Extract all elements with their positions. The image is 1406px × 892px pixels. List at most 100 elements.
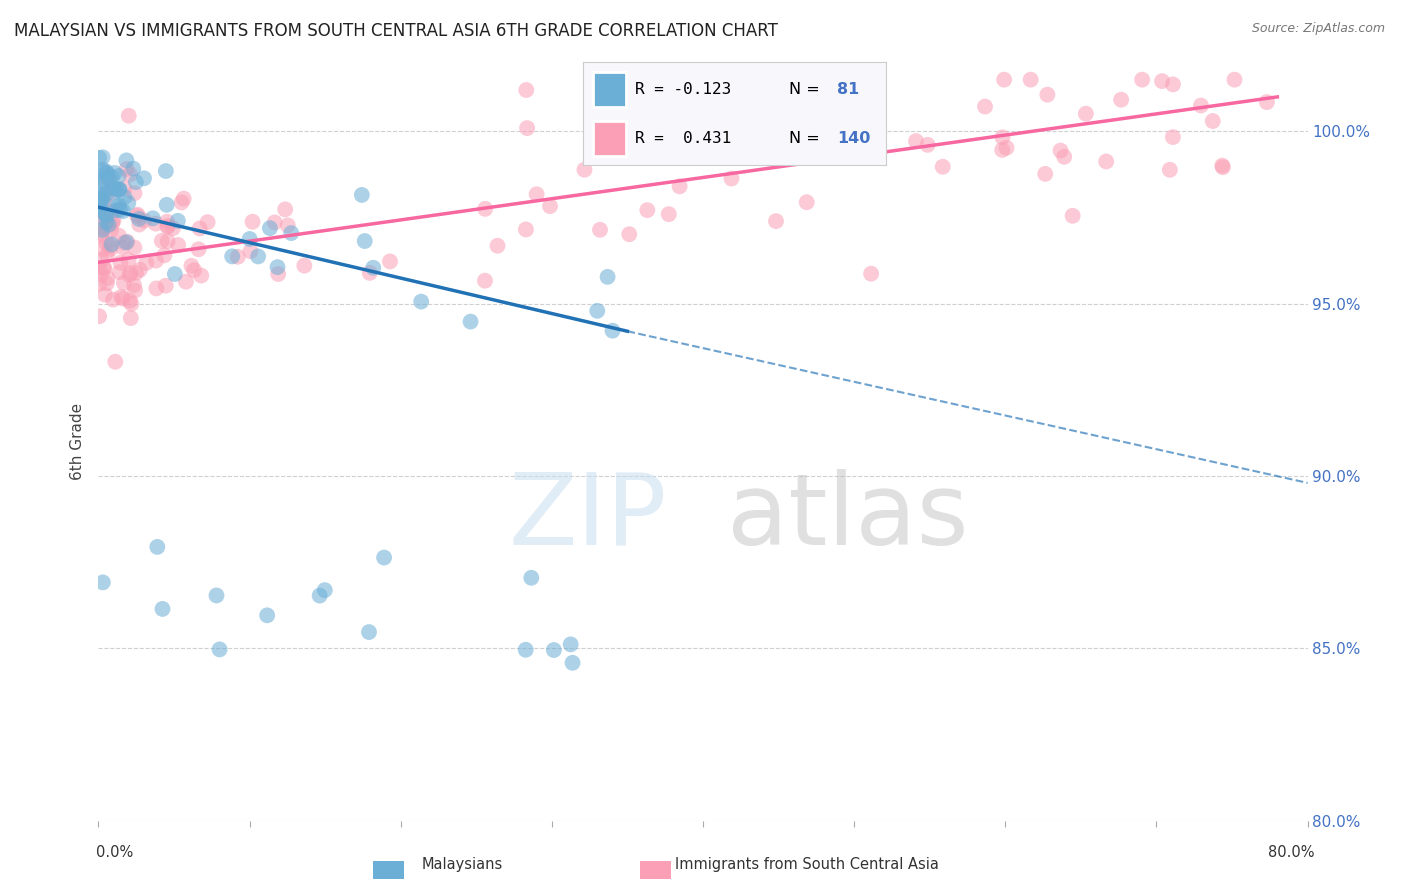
- Point: [357, 625, 380, 640]
- Point: [125, 175, 148, 189]
- Point: [561, 656, 583, 670]
- Point: [602, 324, 624, 338]
- Point: [856, 141, 879, 155]
- Point: [120, 168, 142, 182]
- Point: [108, 198, 131, 212]
- Point: [266, 260, 288, 274]
- Point: [117, 196, 139, 211]
- Point: [108, 265, 131, 279]
- Point: [515, 642, 537, 657]
- Point: [122, 161, 145, 176]
- Text: N =: N =: [789, 131, 820, 146]
- Point: [124, 284, 146, 298]
- Point: [1036, 87, 1059, 102]
- Point: [1130, 72, 1153, 87]
- Point: [124, 186, 146, 201]
- Point: [361, 260, 384, 275]
- Point: [128, 218, 150, 232]
- Point: [115, 153, 138, 168]
- Point: [259, 221, 281, 235]
- Point: [91, 162, 114, 177]
- Point: [156, 215, 179, 229]
- Point: [89, 202, 111, 217]
- Point: [91, 223, 114, 237]
- Point: [596, 269, 619, 284]
- Point: [93, 189, 115, 203]
- Text: N =: N =: [789, 81, 820, 96]
- Point: [90, 227, 112, 241]
- Y-axis label: 6th Grade: 6th Grade: [70, 403, 86, 480]
- Point: [520, 571, 543, 585]
- Point: [111, 292, 134, 306]
- Point: [115, 235, 138, 250]
- Point: [96, 215, 118, 229]
- Point: [460, 315, 482, 329]
- Point: [1189, 98, 1212, 112]
- Point: [765, 214, 787, 228]
- Point: [89, 277, 111, 291]
- Point: [125, 266, 148, 280]
- Point: [991, 130, 1014, 145]
- Point: [120, 266, 142, 280]
- Point: [187, 242, 209, 256]
- Point: [112, 181, 135, 195]
- Point: [98, 171, 121, 186]
- Point: [89, 187, 111, 202]
- Point: [589, 223, 612, 237]
- Point: [111, 240, 134, 254]
- Point: [378, 254, 401, 268]
- Point: [110, 290, 132, 304]
- Point: [156, 219, 179, 234]
- Point: [96, 166, 118, 180]
- Point: [560, 637, 582, 651]
- Point: [280, 226, 302, 240]
- Point: [995, 141, 1018, 155]
- Point: [108, 228, 131, 243]
- Point: [592, 76, 614, 90]
- Point: [274, 202, 297, 217]
- Point: [98, 239, 121, 253]
- Point: [91, 175, 114, 189]
- Point: [97, 187, 120, 202]
- Point: [239, 244, 262, 259]
- Point: [112, 276, 135, 290]
- Point: [91, 242, 114, 256]
- Point: [1049, 144, 1071, 158]
- Point: [314, 583, 336, 598]
- Point: [226, 250, 249, 264]
- Point: [117, 235, 139, 249]
- Point: [96, 186, 118, 201]
- Point: [97, 218, 120, 232]
- Point: [90, 252, 112, 267]
- Point: [134, 213, 156, 227]
- Point: [146, 540, 169, 554]
- Point: [156, 234, 179, 248]
- Point: [180, 259, 202, 273]
- Point: [104, 166, 127, 180]
- Point: [93, 207, 115, 221]
- Point: [110, 256, 132, 270]
- Point: [263, 215, 285, 229]
- Point: [155, 278, 177, 293]
- Point: [526, 187, 548, 202]
- Point: [515, 83, 537, 97]
- Point: [543, 643, 565, 657]
- Point: [90, 192, 112, 206]
- Point: [152, 602, 174, 616]
- Point: [105, 203, 128, 218]
- Point: [142, 211, 165, 226]
- Point: [90, 193, 112, 207]
- Point: [474, 202, 496, 216]
- Point: [157, 219, 180, 234]
- Point: [145, 253, 167, 268]
- Text: Malaysians: Malaysians: [422, 857, 503, 872]
- Point: [1212, 160, 1234, 174]
- Text: Immigrants from South Central Asia: Immigrants from South Central Asia: [675, 857, 939, 872]
- Point: [205, 589, 228, 603]
- Point: [373, 550, 395, 565]
- Point: [1019, 72, 1042, 87]
- Point: [1202, 114, 1225, 128]
- Point: [190, 268, 212, 283]
- Point: [145, 281, 167, 295]
- Point: [89, 198, 111, 212]
